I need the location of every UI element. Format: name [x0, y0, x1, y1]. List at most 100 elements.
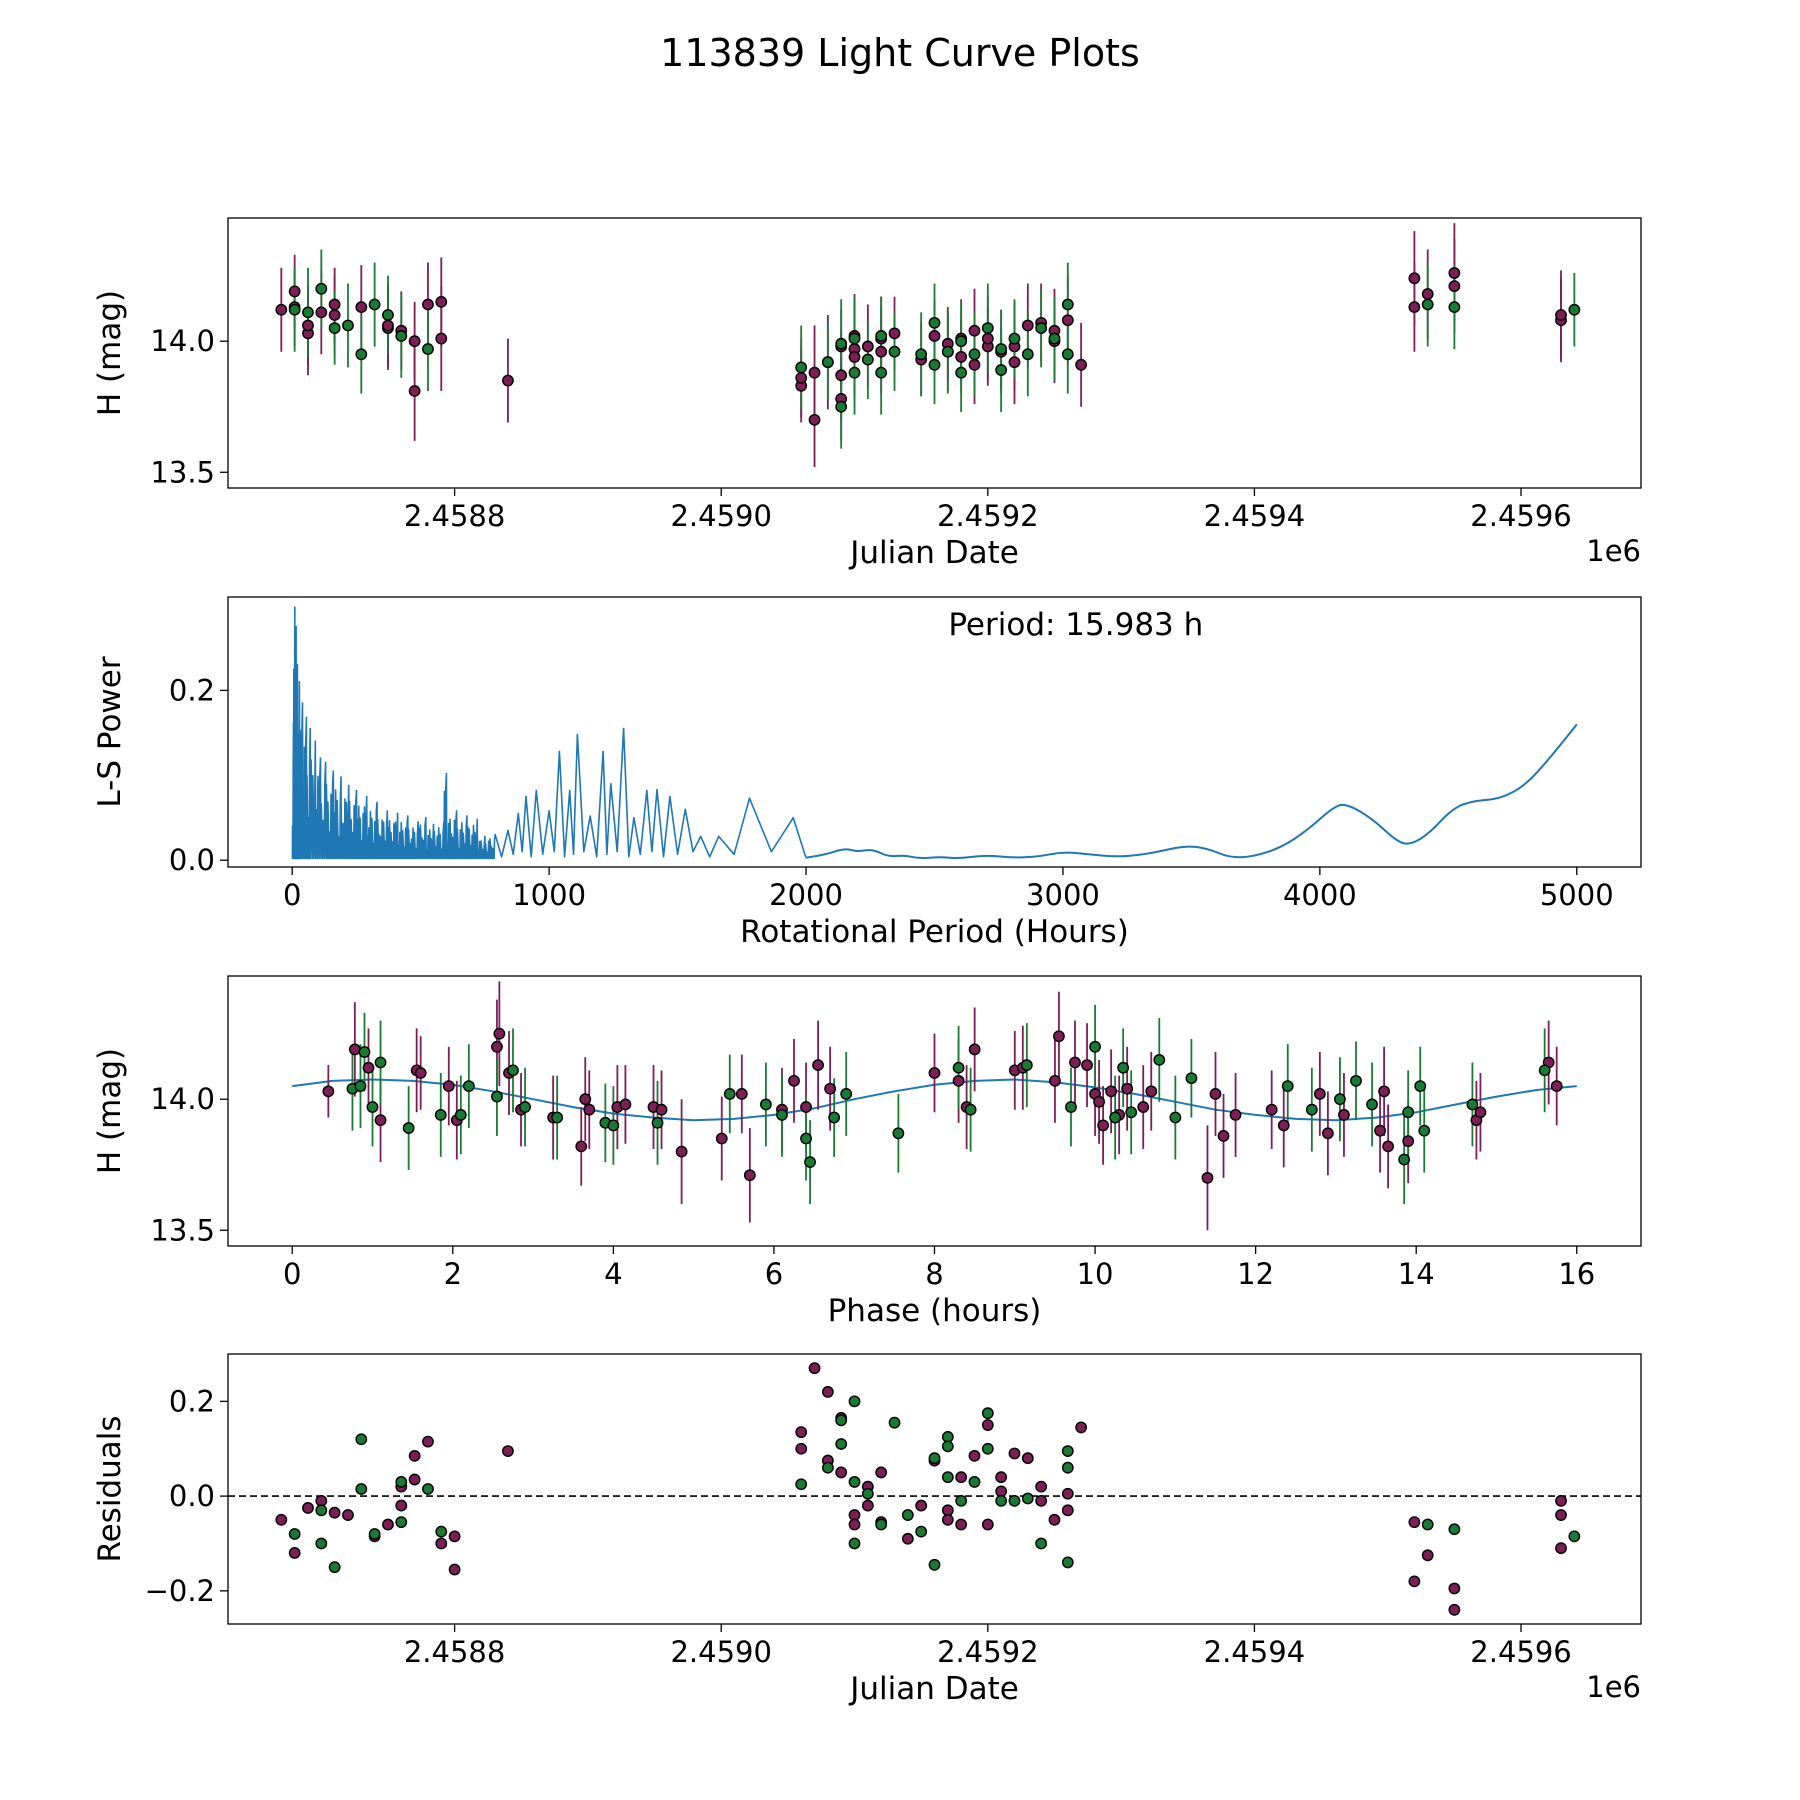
green-data-point: [355, 348, 368, 361]
periodogram-peak: [340, 776, 342, 778]
periodogram-peak: [484, 835, 486, 838]
purple-data-point: [374, 1114, 387, 1127]
periodogram-peak: [558, 750, 561, 753]
green-data-point: [835, 1414, 848, 1427]
x-tick-label: 12: [1237, 1257, 1274, 1291]
purple-data-point: [408, 1449, 421, 1462]
green-data-point: [1448, 1523, 1461, 1536]
purple-data-point: [1145, 1085, 1158, 1098]
green-data-point: [848, 366, 861, 379]
periodogram-peak: [602, 750, 604, 753]
x-axis-label: Rotational Period (Hours): [740, 914, 1129, 950]
x-offset-label: 1e6: [1586, 534, 1641, 568]
green-data-point: [1153, 1053, 1166, 1066]
periodogram-peak: [417, 821, 419, 823]
periodogram-peak: [684, 808, 687, 811]
periodogram-peak: [298, 681, 301, 683]
purple-data-point: [1448, 1582, 1461, 1595]
purple-data-point: [328, 298, 341, 311]
purple-data-point: [861, 340, 874, 353]
green-data-point: [551, 1111, 564, 1124]
green-data-point: [1421, 1518, 1434, 1531]
green-data-point: [760, 1098, 772, 1111]
purple-data-point: [1061, 1504, 1074, 1517]
x-axis-label: Julian Date: [848, 1671, 1019, 1707]
y-axis-label: L-S Power: [92, 656, 128, 807]
green-data-point: [1185, 1072, 1198, 1085]
purple-data-point: [1075, 1421, 1088, 1434]
periodogram-peak: [365, 795, 368, 798]
plot-area: [291, 606, 1578, 860]
green-data-point: [1021, 348, 1034, 361]
green-data-point: [776, 1109, 788, 1121]
purple-data-point: [288, 1547, 301, 1559]
purple-data-point: [1555, 1509, 1567, 1521]
purple-data-point: [422, 1435, 434, 1448]
periodogram-peak: [507, 829, 509, 832]
green-data-point: [981, 1442, 994, 1455]
periodogram-peak: [319, 757, 322, 760]
periodogram-peak: [425, 816, 427, 819]
panel-lightcurve: 2.4588 2.4590 2.4592 2.4594 2.4596 13.5 14.0 Ju…: [92, 217, 1642, 571]
purple-data-point: [1378, 1085, 1390, 1098]
purple-data-point: [848, 351, 861, 363]
green-data-point: [861, 353, 874, 366]
x-tick-label: 3000: [1026, 878, 1100, 912]
purple-data-point: [583, 1103, 596, 1116]
green-data-point: [315, 1537, 328, 1550]
purple-data-point: [795, 1442, 808, 1455]
x-offset-label: 1e6: [1586, 1670, 1641, 1704]
periodogram-peak: [324, 761, 327, 764]
green-data-point: [835, 400, 848, 413]
green-data-point: [1035, 322, 1048, 334]
green-data-point: [1061, 348, 1074, 361]
green-data-point: [1008, 332, 1021, 345]
purple-data-point: [808, 366, 821, 379]
purple-data-point: [1421, 288, 1434, 300]
purple-data-point: [675, 1145, 688, 1158]
green-data-point: [1568, 1530, 1581, 1543]
green-data-point: [1414, 1080, 1427, 1092]
purple-data-point: [1448, 1603, 1461, 1616]
green-data-point: [1169, 1111, 1182, 1124]
green-data-point: [995, 1494, 1008, 1507]
green-data-point: [915, 1525, 928, 1538]
purple-data-point: [1408, 1516, 1421, 1529]
periodogram-peak: [396, 812, 399, 815]
periodogram-dense-segment: [291, 606, 807, 860]
periodogram-peak: [633, 816, 635, 819]
panel-phased: 0 2 4 6 8 10 12 14 16 13.5 14.0 Phase (hours) H (mag…: [92, 975, 1642, 1329]
periodogram-peak: [466, 815, 468, 817]
green-data-point: [315, 1504, 328, 1517]
purple-data-point: [1217, 1130, 1230, 1142]
purple-data-point: [715, 1132, 728, 1145]
green-data-point: [315, 282, 328, 295]
purple-data-point: [1229, 1109, 1242, 1121]
purple-data-point: [619, 1098, 632, 1111]
green-data-point: [1538, 1064, 1551, 1077]
y-tick-label: 0.2: [169, 1384, 215, 1418]
purple-data-point: [1448, 267, 1461, 279]
y-tick-label: 14.0: [150, 324, 215, 358]
green-data-point: [1366, 1098, 1378, 1111]
x-tick-label: 2.4592: [937, 1635, 1038, 1669]
green-data-point: [1021, 1492, 1034, 1505]
purple-data-point: [812, 1059, 824, 1072]
x-tick-label: 14: [1398, 1257, 1435, 1291]
periodogram-peak: [568, 789, 571, 792]
x-tick-label: 6: [765, 1257, 783, 1291]
purple-data-point: [1021, 1452, 1034, 1465]
periodogram-smooth-segment: [805, 723, 1578, 859]
purple-data-point: [575, 1140, 588, 1153]
purple-data-point: [348, 1043, 361, 1056]
x-tick-label: 2.4588: [404, 499, 505, 533]
purple-data-point: [1061, 314, 1074, 327]
x-tick-label: 4000: [1283, 878, 1357, 912]
periodogram-peak: [443, 821, 445, 823]
purple-data-point: [995, 1471, 1008, 1484]
green-data-point: [848, 1395, 861, 1408]
purple-data-point: [1048, 1513, 1061, 1526]
green-data-point: [1448, 301, 1461, 314]
green-data-point: [795, 361, 808, 374]
x-tick-label: 2.4590: [670, 499, 771, 533]
